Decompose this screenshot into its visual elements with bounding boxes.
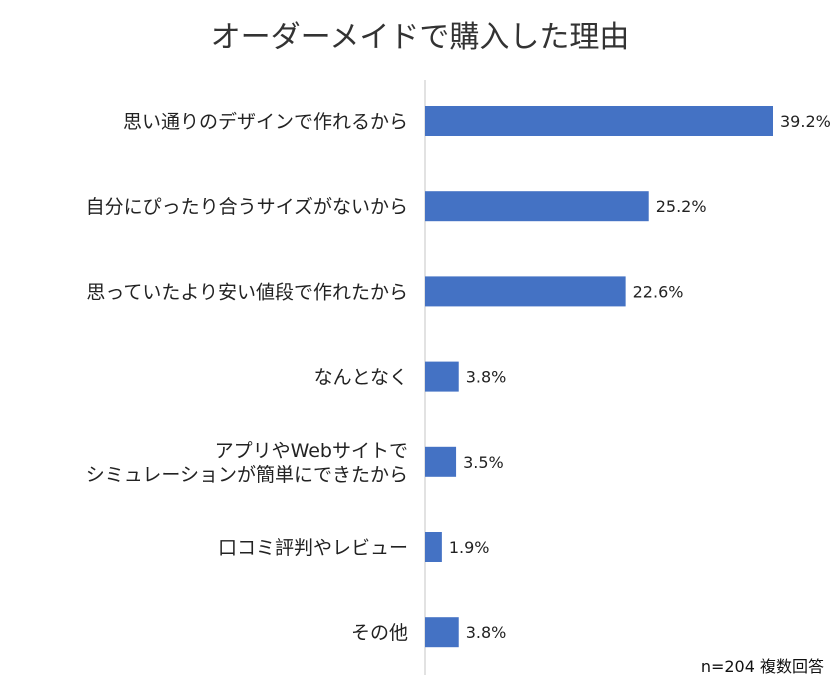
category-label-1: 思い通りのデザインで作れるから xyxy=(123,111,408,133)
value-label-5: 3.5% xyxy=(463,453,504,472)
category-label-5-line-1: アプリやWebサイトで xyxy=(215,440,408,462)
category-label-6: 口コミ評判やレビュー xyxy=(218,537,408,559)
value-label-2: 25.2% xyxy=(656,197,707,216)
value-label-7: 3.8% xyxy=(466,623,507,642)
value-label-4: 3.8% xyxy=(466,368,507,387)
value-label-3: 22.6% xyxy=(633,282,684,301)
category-label-5-line-2: シミュレーションが簡単にできたから xyxy=(86,464,408,486)
value-label-6: 1.9% xyxy=(449,538,490,557)
category-label-4: なんとなく xyxy=(314,367,408,389)
bar-3 xyxy=(425,276,626,307)
chart-title: オーダーメイドで購入した理由 xyxy=(211,20,630,55)
bar-2 xyxy=(425,191,649,222)
value-label-1: 39.2% xyxy=(780,112,831,131)
bar-6 xyxy=(425,532,442,562)
bar-7 xyxy=(425,617,459,648)
category-label-7: その他 xyxy=(351,622,408,644)
bar-5 xyxy=(425,446,457,477)
category-label-2: 自分にぴったり合うサイズがないから xyxy=(86,196,408,218)
category-label-3: 思っていたより安い値段で作れたから xyxy=(86,281,408,303)
bar-4 xyxy=(425,361,459,392)
bar-1 xyxy=(425,106,773,136)
bars-group: 39.2% 思い通りのデザインで作れるから 25.2% 自分にぴったり合うサイズがない… xyxy=(86,106,831,648)
sample-note: n=204 複数回答 xyxy=(701,657,824,676)
